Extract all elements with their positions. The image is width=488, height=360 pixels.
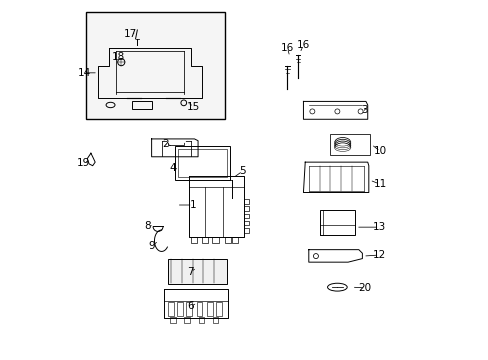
Bar: [168, 302, 173, 316]
Bar: [244, 213, 248, 218]
Text: 18: 18: [112, 52, 125, 62]
Text: 17: 17: [124, 29, 137, 39]
Text: 4: 4: [169, 163, 176, 173]
Bar: [244, 221, 248, 225]
Text: 9: 9: [148, 241, 155, 251]
Text: 6: 6: [187, 301, 194, 311]
Bar: [175, 146, 230, 180]
Bar: [167, 258, 226, 284]
Bar: [170, 317, 175, 323]
Text: 1: 1: [189, 200, 196, 210]
Text: 13: 13: [372, 222, 386, 232]
Bar: [167, 141, 183, 145]
Bar: [244, 199, 248, 204]
Bar: [198, 317, 203, 323]
Bar: [190, 237, 197, 243]
Bar: [177, 302, 183, 316]
Text: 11: 11: [373, 179, 386, 189]
Text: 14: 14: [78, 68, 91, 78]
Bar: [216, 302, 222, 316]
Bar: [196, 302, 202, 316]
Text: 15: 15: [187, 102, 200, 112]
Bar: [85, 12, 224, 119]
Bar: [212, 237, 218, 243]
Text: 16: 16: [296, 40, 309, 50]
Bar: [207, 302, 213, 316]
Text: 7: 7: [187, 267, 194, 277]
Bar: [213, 317, 218, 323]
Text: 19: 19: [77, 158, 90, 168]
Bar: [201, 237, 207, 243]
Text: 5: 5: [239, 166, 245, 176]
Text: 16: 16: [280, 43, 293, 53]
Bar: [244, 228, 248, 233]
Bar: [244, 206, 248, 211]
Text: 3: 3: [360, 105, 366, 115]
Bar: [319, 210, 354, 235]
Bar: [132, 101, 151, 109]
Text: 20: 20: [358, 283, 371, 293]
Bar: [185, 302, 191, 316]
Text: 8: 8: [144, 221, 151, 231]
Bar: [329, 134, 369, 155]
Bar: [224, 237, 231, 243]
Bar: [231, 237, 238, 243]
Text: 10: 10: [373, 147, 386, 157]
Bar: [184, 317, 189, 323]
Bar: [178, 149, 226, 177]
Text: 2: 2: [163, 139, 169, 149]
Text: 12: 12: [372, 250, 386, 260]
